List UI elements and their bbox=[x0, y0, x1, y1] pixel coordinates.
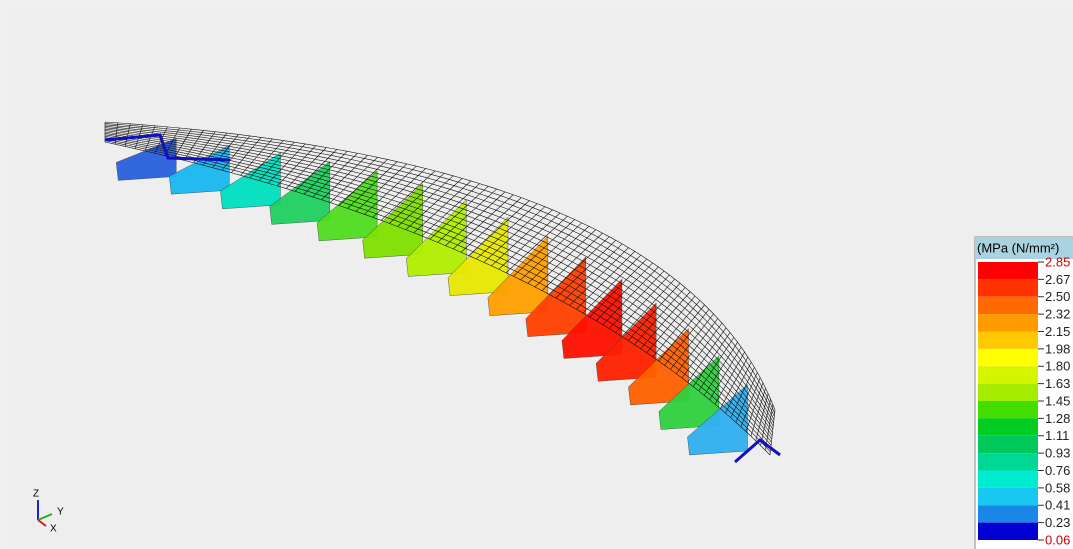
legend-swatch bbox=[978, 262, 1038, 280]
legend-swatch bbox=[978, 435, 1038, 454]
mesh-line bbox=[104, 135, 772, 443]
legend-label: 0.23 bbox=[1045, 515, 1070, 530]
legend-label: 2.85 bbox=[1045, 254, 1070, 269]
mesh-line bbox=[104, 121, 776, 411]
legend-label: 2.32 bbox=[1045, 307, 1070, 322]
legend-label: 0.76 bbox=[1045, 463, 1070, 478]
legend-swatch bbox=[978, 522, 1038, 540]
mesh-line bbox=[104, 127, 774, 424]
mesh-line bbox=[104, 141, 771, 456]
legend-swatch bbox=[978, 348, 1038, 367]
legend-header bbox=[975, 237, 1073, 259]
mesh-line bbox=[104, 133, 773, 436]
mesh-line bbox=[104, 134, 773, 440]
legend-swatch bbox=[978, 418, 1038, 436]
support-beam bbox=[734, 438, 781, 464]
mesh-line bbox=[104, 124, 775, 417]
legend-swatch bbox=[978, 279, 1038, 297]
legend-label: 0.41 bbox=[1045, 498, 1070, 513]
legend-label: 0.06 bbox=[1045, 532, 1070, 547]
legend-label: 1.98 bbox=[1045, 341, 1070, 356]
mesh-line bbox=[104, 130, 774, 430]
legend-swatch bbox=[978, 366, 1038, 384]
legend-swatch bbox=[978, 331, 1038, 349]
legend-label: 2.50 bbox=[1045, 289, 1070, 304]
support-beam bbox=[104, 133, 231, 162]
stress-legend: (MPa (N/mm²) 2.85 2.67 2.50 2.32 2.15 1.98 1.8… bbox=[974, 236, 1073, 549]
axis-triad: Z Y X bbox=[33, 489, 64, 535]
legend-label: 2.15 bbox=[1045, 324, 1070, 339]
model bbox=[104, 121, 781, 464]
legend-label: 1.45 bbox=[1045, 393, 1070, 408]
mesh-line bbox=[104, 140, 771, 452]
legend-swatch bbox=[978, 383, 1038, 401]
legend-swatch bbox=[978, 470, 1038, 488]
legend-label: 0.58 bbox=[1045, 480, 1070, 495]
legend-swatch bbox=[978, 505, 1038, 523]
legend-swatch bbox=[978, 487, 1038, 506]
axis-z: Z bbox=[33, 489, 39, 500]
mesh-line bbox=[104, 138, 771, 449]
axis-x: X bbox=[50, 524, 57, 535]
legend-swatch bbox=[978, 296, 1038, 315]
legend-swatch bbox=[978, 453, 1038, 471]
legend-label: 0.93 bbox=[1045, 446, 1070, 461]
mesh-line bbox=[104, 123, 775, 414]
legend-label: 1.80 bbox=[1045, 359, 1070, 374]
legend-label: 1.63 bbox=[1045, 376, 1070, 391]
legend-title: (MPa (N/mm²) bbox=[977, 240, 1059, 255]
legend-label: 2.67 bbox=[1045, 272, 1070, 287]
mesh-line bbox=[104, 125, 775, 420]
mesh-line bbox=[104, 131, 773, 433]
axis-y: Y bbox=[57, 507, 64, 518]
legend-swatch bbox=[978, 314, 1038, 332]
mesh-line bbox=[104, 137, 772, 446]
legend-label: 1.11 bbox=[1045, 428, 1069, 443]
legend-label: 1.28 bbox=[1045, 411, 1070, 426]
legend-swatch bbox=[978, 401, 1038, 419]
mesh-line bbox=[104, 128, 774, 427]
